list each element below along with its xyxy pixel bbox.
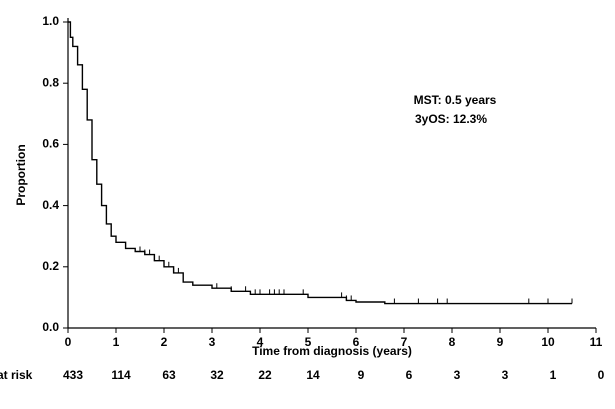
x-tick-label: 10 [541,335,555,349]
at-risk-count: 9 [358,368,365,382]
x-tick-label: 11 [590,335,603,349]
y-tick-label: 0.0 [42,320,59,334]
x-tick-label: 1 [113,335,120,349]
x-tick-label: 7 [401,335,408,349]
x-tick-label: 2 [161,335,168,349]
y-tick-label: 0.4 [42,198,59,212]
annotation: 3yOS: 12.3% [415,112,487,126]
at-risk-count: 63 [162,368,176,382]
at-risk-count: 114 [111,368,131,382]
at-risk-count: 14 [306,368,320,382]
survival-curve [68,21,572,305]
x-tick-label: 5 [305,335,312,349]
y-tick-label: 0.8 [42,75,59,89]
at-risk-count: 1 [550,368,557,382]
at-risk-count: 3 [454,368,461,382]
x-tick-label: 3 [209,335,216,349]
y-axis-label: Proportion [14,144,28,205]
at-risk-count: 433 [63,368,83,382]
x-tick-label: 6 [353,335,360,349]
annotation: MST: 0.5 years [414,93,497,107]
x-tick-label: 0 [65,335,72,349]
y-tick-label: 0.2 [42,259,59,273]
x-tick-label: 9 [497,335,504,349]
at-risk-label: at risk [0,368,33,382]
at-risk-count: 3 [502,368,509,382]
at-risk-count: 6 [406,368,413,382]
at-risk-count: 22 [258,368,272,382]
at-risk-count: 32 [210,368,224,382]
y-tick-label: 1.0 [42,14,59,28]
x-tick-label: 8 [449,335,456,349]
at-risk-count: 0 [598,368,605,382]
x-axis-label: Time from diagnosis (years) [252,344,412,358]
x-tick-label: 4 [257,335,264,349]
y-tick-label: 0.6 [42,137,59,151]
